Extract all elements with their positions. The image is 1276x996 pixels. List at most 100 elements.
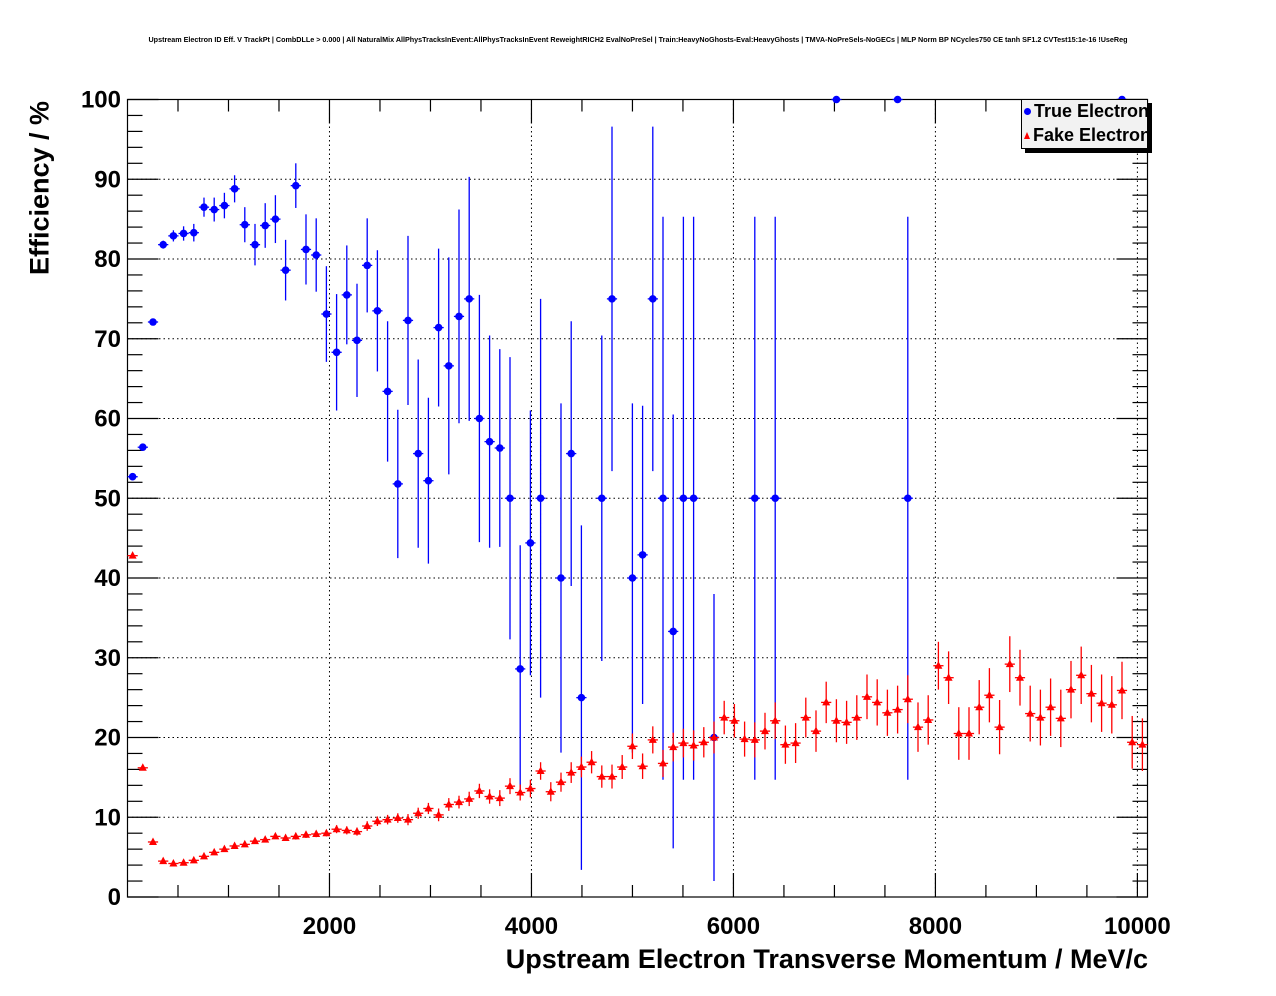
data-point	[557, 777, 565, 786]
data-point	[261, 835, 270, 843]
data-point	[322, 310, 331, 318]
legend-label: True Electron	[1034, 101, 1150, 121]
data-point	[608, 295, 616, 303]
data-point	[985, 690, 994, 699]
data-point	[393, 813, 402, 822]
data-point	[485, 437, 494, 446]
data-point	[353, 336, 361, 345]
y-tick-label: 30	[94, 645, 121, 672]
data-point	[526, 784, 535, 792]
data-series	[127, 95, 1148, 882]
data-point	[414, 449, 423, 458]
data-point	[455, 312, 463, 321]
data-point	[893, 95, 902, 104]
x-tick-label: 10000	[1104, 913, 1171, 940]
data-point	[404, 316, 412, 325]
data-point	[139, 443, 147, 452]
data-point	[659, 494, 667, 503]
data-point	[536, 766, 545, 774]
data-point	[495, 793, 504, 802]
data-point	[138, 763, 147, 771]
data-point	[761, 726, 769, 735]
y-tick-label: 100	[81, 87, 121, 114]
data-point	[842, 717, 851, 726]
data-point	[649, 295, 657, 303]
data-point	[1097, 698, 1106, 707]
data-point	[740, 734, 749, 743]
data-point	[241, 220, 249, 229]
data-point	[781, 740, 790, 748]
y-tick-label: 0	[108, 884, 121, 911]
data-point	[230, 841, 239, 849]
data-point	[465, 794, 474, 802]
y-axis-label: Efficiency / %	[24, 100, 55, 276]
data-point	[424, 476, 433, 485]
data-point	[159, 856, 168, 865]
legend-item-fake-electron: Fake Electron	[1024, 125, 1151, 146]
data-point	[863, 692, 871, 700]
data-point	[679, 494, 688, 503]
data-point	[1036, 713, 1045, 721]
data-point	[771, 494, 779, 503]
series-true-electron	[127, 95, 1128, 882]
data-point	[363, 821, 372, 830]
data-point	[475, 786, 484, 794]
data-point	[597, 772, 606, 780]
data-point	[567, 768, 576, 776]
data-point	[577, 693, 586, 702]
data-point	[271, 215, 280, 223]
legend-label: Fake Electron	[1033, 125, 1152, 145]
data-point	[628, 574, 637, 582]
data-point	[526, 539, 535, 547]
data-point	[1056, 713, 1065, 722]
data-point	[128, 472, 137, 481]
data-point	[1087, 689, 1096, 697]
data-point	[638, 551, 647, 559]
data-point	[995, 722, 1004, 731]
legend-item-true-electron: True Electron	[1024, 101, 1149, 122]
data-point	[220, 201, 229, 210]
data-point	[924, 715, 933, 723]
data-point	[383, 387, 392, 396]
data-point	[149, 837, 157, 845]
y-tick-label: 90	[94, 166, 121, 193]
data-point	[424, 803, 433, 812]
data-point	[883, 708, 892, 716]
data-point	[965, 729, 973, 737]
data-point	[944, 673, 953, 681]
data-point	[414, 808, 423, 817]
data-point	[587, 757, 596, 766]
data-point	[669, 627, 677, 636]
data-point	[220, 844, 229, 853]
data-point	[210, 847, 219, 856]
data-point	[1016, 673, 1024, 681]
y-tick-label: 10	[94, 804, 121, 831]
data-point	[281, 266, 290, 274]
data-point	[852, 713, 861, 721]
data-point	[322, 828, 331, 837]
data-point	[179, 858, 188, 866]
tick-labels: 0 10 20 30 40 50 60 70 80 90 100 2000 4000 6000 8000 10…	[81, 87, 1171, 941]
data-point	[251, 240, 259, 249]
data-point	[750, 735, 759, 743]
data-point	[567, 449, 575, 458]
data-point	[638, 761, 647, 770]
data-point	[200, 851, 208, 860]
triangle-marker-icon	[1024, 132, 1030, 139]
y-tick-label: 70	[94, 326, 121, 353]
data-point	[751, 494, 759, 503]
axis-ticks	[127, 98, 1148, 898]
data-point	[1067, 685, 1075, 693]
data-point	[1005, 659, 1014, 668]
data-point	[302, 830, 310, 838]
data-point	[546, 787, 555, 795]
data-point	[506, 494, 514, 503]
circle-marker-icon	[1024, 108, 1031, 115]
data-point	[679, 738, 688, 747]
y-tick-label: 40	[94, 565, 121, 592]
data-point	[332, 348, 341, 357]
data-point	[159, 240, 167, 249]
y-tick-label: 80	[94, 246, 121, 273]
data-point	[648, 735, 657, 743]
